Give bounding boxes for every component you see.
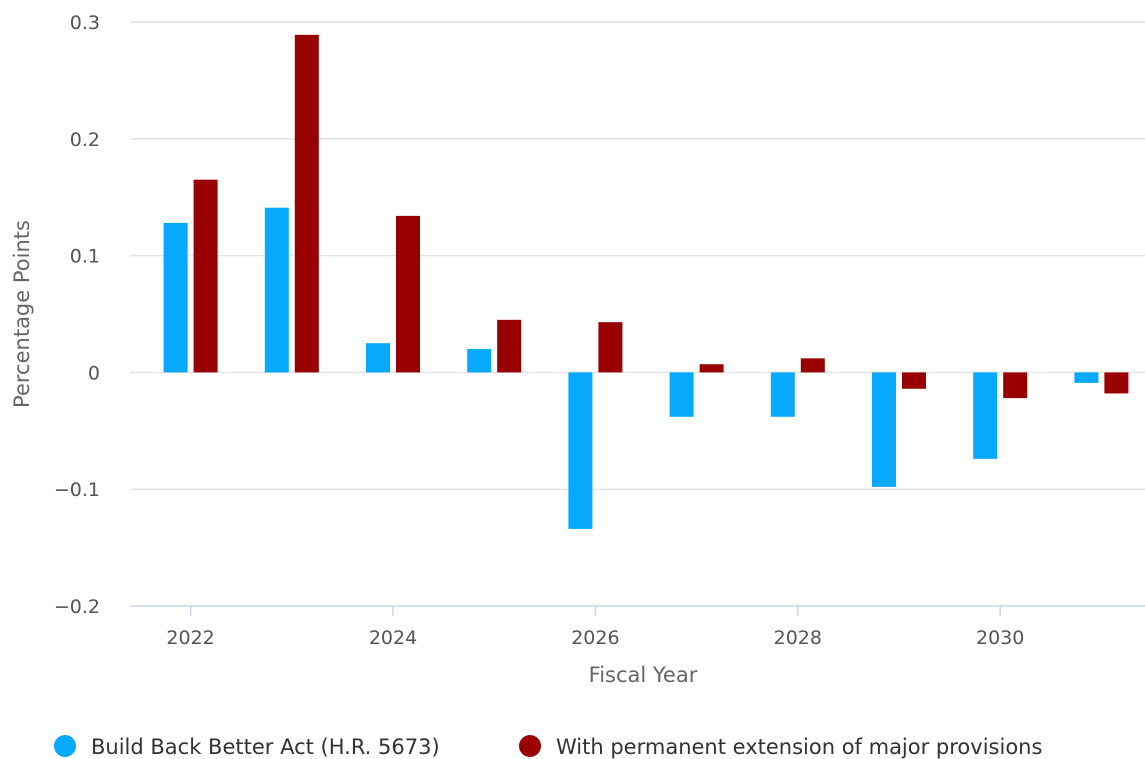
bar-build-back-better-2025	[467, 349, 492, 373]
bar-build-back-better-2027	[669, 372, 694, 417]
y-tick-label: −0.2	[54, 596, 100, 618]
bar-build-back-better-2031	[1074, 372, 1099, 383]
bar-build-back-better-2028	[770, 372, 795, 417]
y-tick-label: −0.1	[54, 479, 100, 501]
bar-build-back-better-2030	[973, 372, 998, 459]
bar-build-back-better-2029	[872, 372, 896, 487]
legend-marker	[519, 735, 541, 757]
bar-permanent-extension-2023	[294, 34, 319, 373]
y-axis-title: Percentage Points	[10, 220, 34, 408]
y-tick-label: 0.1	[70, 246, 100, 268]
bar-permanent-extension-2024	[396, 215, 420, 373]
y-axis-ticks: 0.3 0.2 0.1 0 −0.1 −0.2	[54, 12, 100, 618]
bar-permanent-extension-2027	[699, 364, 724, 373]
x-tick-label: 2030	[976, 627, 1024, 649]
legend-item-build-back-better[interactable]: Build Back Better Act (H.R. 5673)	[54, 735, 440, 759]
bar-build-back-better-2022	[163, 222, 188, 373]
bar-build-back-better-2024	[366, 343, 390, 373]
y-tick-label: 0.2	[70, 129, 100, 151]
x-axis-ticks: 2022 2024 2026 2028 2030	[166, 606, 1024, 649]
bar-permanent-extension-2026	[598, 322, 623, 373]
legend-item-permanent-extension[interactable]: With permanent extension of major provis…	[519, 735, 1042, 759]
x-tick-label: 2024	[369, 627, 417, 649]
legend-marker	[54, 735, 76, 757]
x-axis-title: Fiscal Year	[589, 663, 698, 687]
bars	[163, 34, 1129, 529]
bar-permanent-extension-2030	[1003, 372, 1028, 399]
x-tick-label: 2028	[774, 627, 822, 649]
legend-label: Build Back Better Act (H.R. 5673)	[91, 735, 440, 759]
x-tick-label: 2026	[571, 627, 619, 649]
y-tick-label: 0.3	[70, 12, 100, 34]
legend-label: With permanent extension of major provis…	[556, 735, 1042, 759]
bar-permanent-extension-2028	[800, 358, 825, 373]
bar-permanent-extension-2025	[497, 319, 522, 373]
bar-permanent-extension-2031	[1104, 372, 1129, 394]
x-tick-label: 2022	[166, 627, 214, 649]
y-tick-label: 0	[88, 362, 100, 384]
legend: Build Back Better Act (H.R. 5673) With pe…	[54, 735, 1042, 759]
bar-build-back-better-2023	[264, 207, 289, 373]
bar-build-back-better-2026	[568, 372, 593, 529]
bar-permanent-extension-2022	[193, 179, 218, 373]
bar-permanent-extension-2029	[902, 372, 926, 389]
